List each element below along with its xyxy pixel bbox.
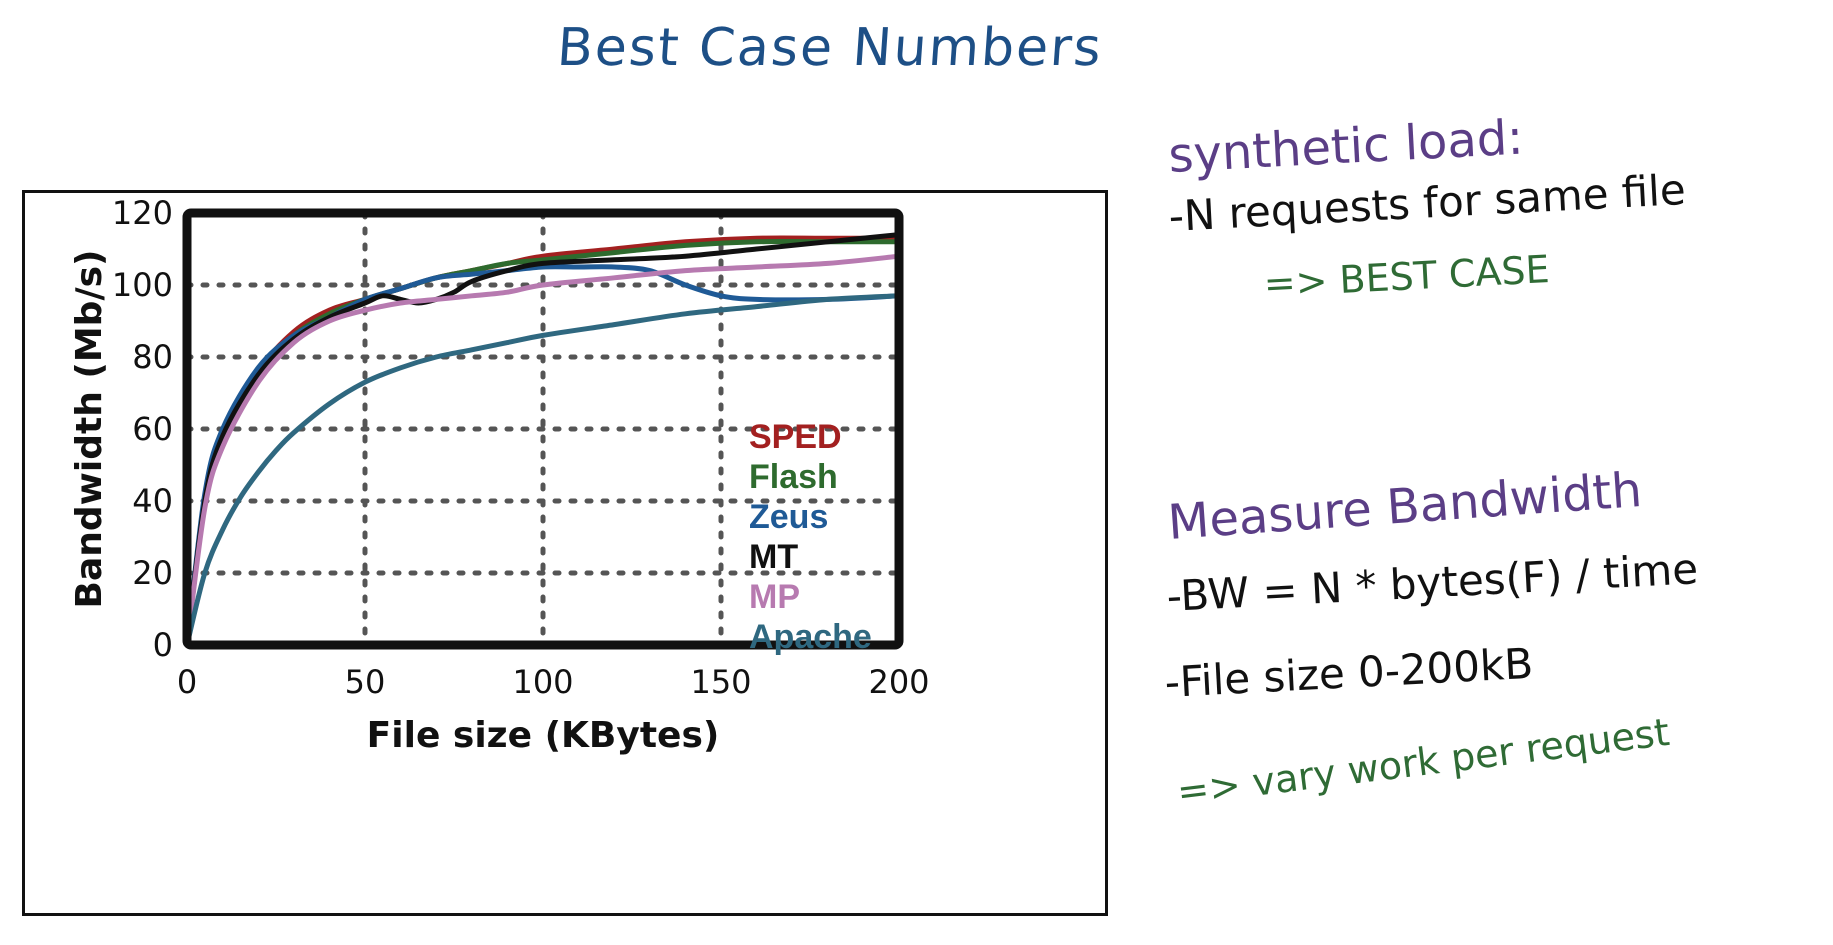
x-tick-label: 150	[690, 663, 751, 701]
y-tick-label: 120	[112, 194, 173, 232]
grid	[184, 210, 902, 648]
y-tick-label: 20	[132, 554, 173, 592]
y-tick-label: 40	[132, 482, 173, 520]
y-tick-label: 100	[112, 266, 173, 304]
series-line-zeus	[184, 264, 902, 648]
series-line-apache	[184, 293, 902, 648]
plot-border	[182, 208, 904, 650]
measure-bw-line: -BW = N * bytes(F) / time	[1165, 544, 1700, 621]
y-tick-label: 80	[132, 338, 173, 376]
x-tick-label: 0	[177, 663, 197, 701]
legend-entry-zeus: Zeus	[749, 498, 828, 536]
y-axis-label: Bandwidth (Mb/s)	[69, 250, 110, 609]
y-tick-label: 0	[153, 626, 173, 664]
x-axis-label: File size (KBytes)	[367, 715, 720, 756]
y-tick-label: 60	[132, 410, 173, 448]
synthetic-load-heading: synthetic load:	[1167, 109, 1525, 184]
x-tick-label: 100	[512, 663, 573, 701]
bandwidth-chart: 0 50 100 150 200 0 20 40 60 80 100 120 SPEDFlashZeu…	[69, 194, 930, 756]
legend-entry-apache: Apache	[749, 618, 872, 656]
legend-entry-flash: Flash	[749, 458, 838, 496]
measure-result: => vary work per request	[1174, 709, 1672, 814]
tick-labels: 0 50 100 150 200 0 20 40 60 80 100 120	[112, 194, 930, 701]
series-lines	[184, 232, 902, 648]
x-tick-label: 50	[345, 663, 386, 701]
measure-file-size-line: -File size 0-200kB	[1163, 638, 1535, 707]
legend-entry-mt: MT	[749, 538, 798, 576]
measure-bandwidth-heading: Measure Bandwidth	[1166, 462, 1644, 551]
series-line-mp	[184, 253, 902, 648]
legend-entry-sped: SPED	[749, 418, 842, 456]
legend-entry-mp: MP	[749, 578, 800, 616]
chart-frame: 0 50 100 150 200 0 20 40 60 80 100 120 SPED Flash Zeu…	[22, 190, 1108, 916]
synthetic-load-result: => BEST CASE	[1262, 247, 1551, 306]
x-tick-label: 200	[868, 663, 929, 701]
handwritten-notes: synthetic load: -N requests for same fil…	[1160, 0, 1820, 945]
